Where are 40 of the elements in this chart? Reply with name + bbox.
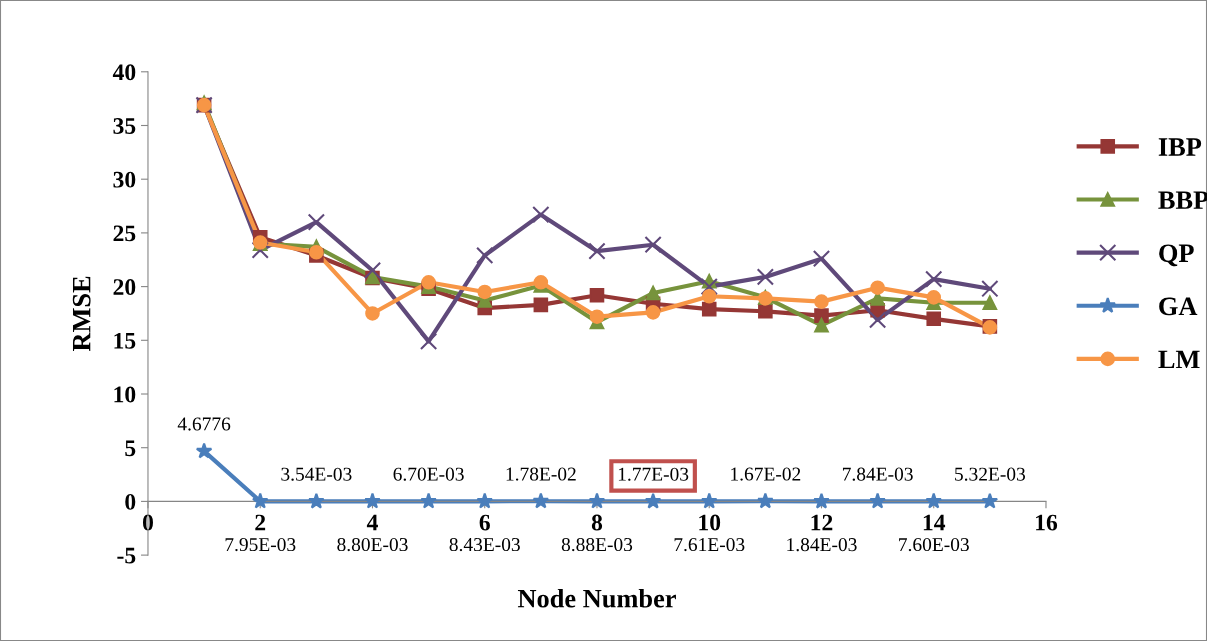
data-label: 8.43E-03	[449, 537, 520, 552]
data-label: 8.88E-03	[561, 537, 633, 552]
data-label: 7.60E-03	[899, 538, 969, 552]
data-label: 7.61E-03	[674, 538, 745, 552]
legend-label: GA	[1159, 297, 1198, 316]
x-tick-label: 2	[255, 514, 266, 531]
legend-label: QP	[1159, 244, 1194, 267]
x-tick-label: 8	[591, 514, 603, 531]
x-tick-label: 16	[1036, 514, 1058, 531]
data-label: 1.78E-02	[506, 467, 576, 481]
y-tick-label: 5	[125, 440, 136, 457]
data-label: 4.6776	[177, 417, 231, 431]
y-tick-label: 0	[125, 493, 136, 510]
data-label: 7.84E-03	[842, 467, 913, 481]
data-label: 7.95E-03	[225, 537, 296, 552]
y-axis-title: RMSE	[72, 276, 91, 352]
data-label: 8.80E-03	[337, 537, 408, 552]
y-tick-label: 10	[114, 386, 136, 403]
data-label: 5.32E-03	[955, 467, 1026, 481]
legend-label: IBP	[1158, 138, 1202, 156]
x-tick-label: 10	[699, 514, 721, 531]
y-tick-label: 25	[113, 225, 136, 242]
y-tick-label: 30	[113, 171, 136, 188]
x-tick-label: 6	[479, 514, 490, 531]
x-axis-title: Node Number	[517, 588, 676, 608]
x-tick-label: 0	[142, 514, 153, 531]
y-tick-label: -5	[117, 547, 136, 564]
x-tick-label: 14	[923, 514, 946, 531]
data-label: 1.67E-02	[731, 467, 801, 481]
data-label: 1.84E-03	[787, 538, 857, 552]
y-tick-label: 40	[112, 64, 136, 81]
y-tick-label: 35	[113, 118, 136, 134]
annotation: 1.77E-03	[618, 467, 689, 481]
x-tick-label: 12	[811, 514, 833, 531]
y-tick-label: 20	[113, 279, 136, 296]
data-label: 3.54E-03	[281, 467, 352, 481]
y-tick-label: 15	[114, 332, 136, 349]
x-tick-label: 4	[366, 514, 378, 531]
data-label: 6.70E-03	[393, 467, 464, 481]
legend-label: LM	[1158, 350, 1200, 369]
